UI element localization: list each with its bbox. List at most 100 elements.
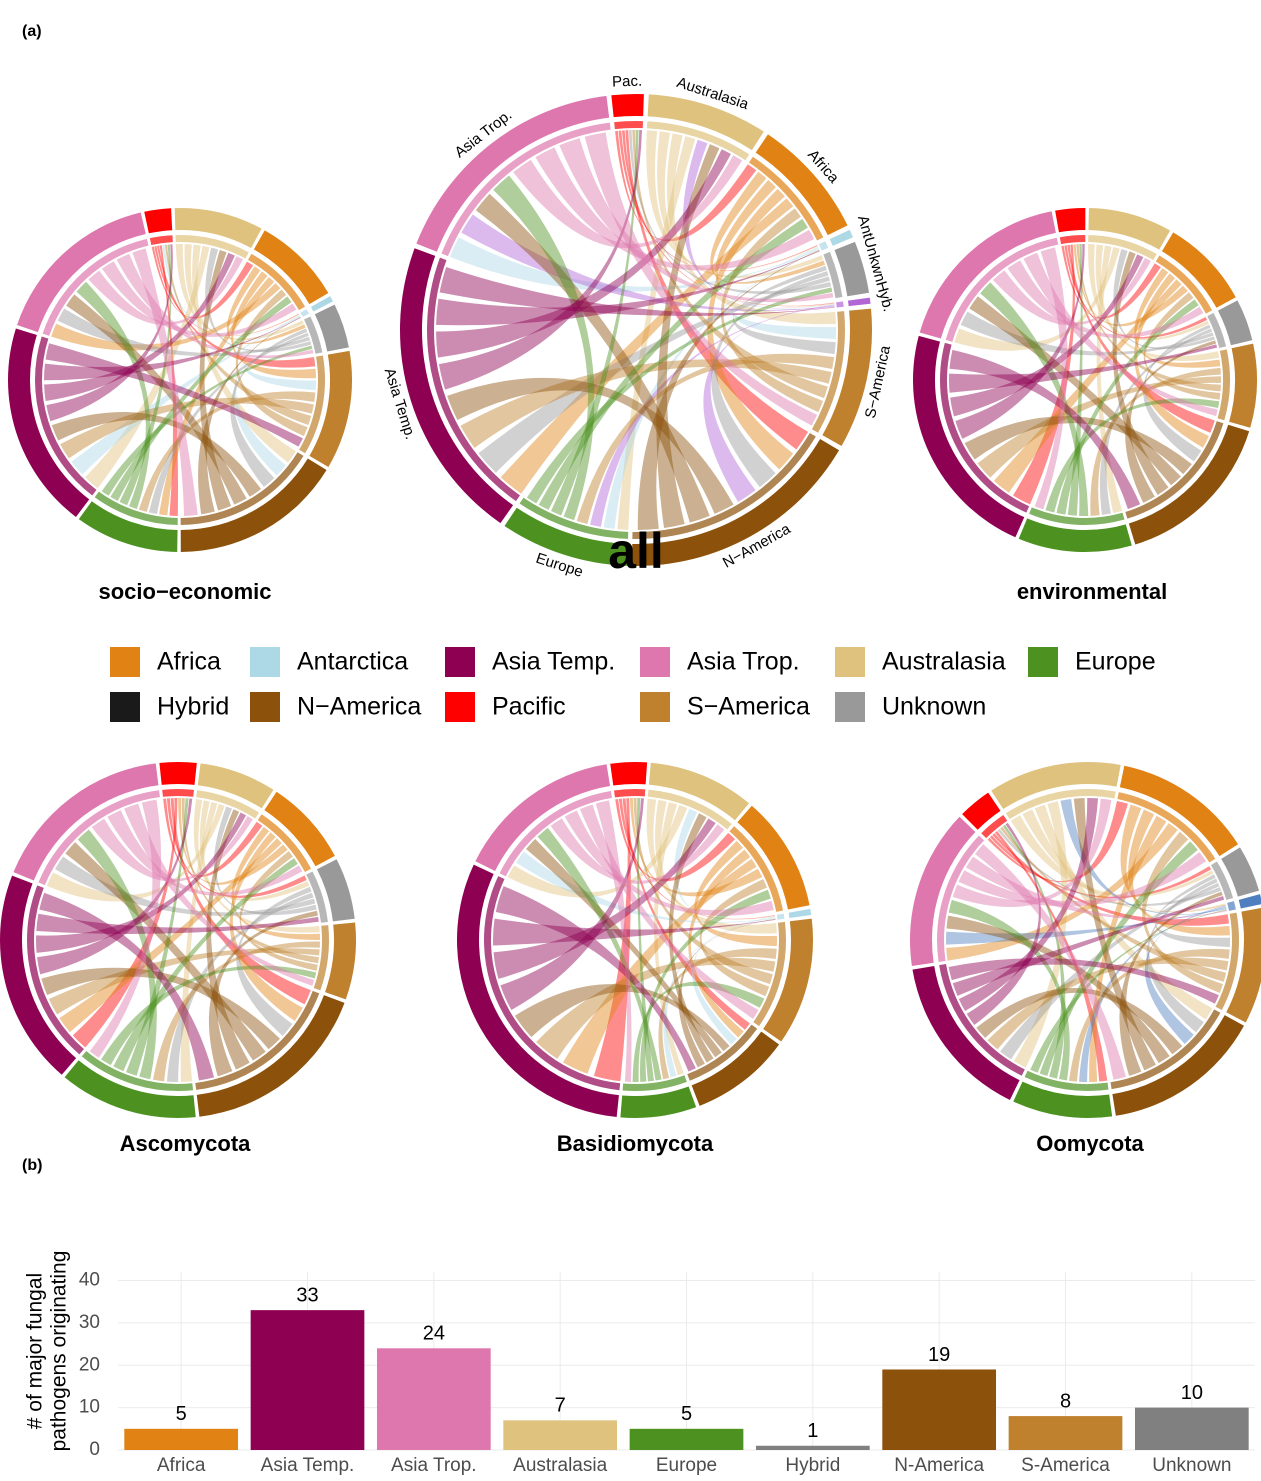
sector-inner — [1227, 901, 1236, 911]
chord — [44, 317, 301, 381]
chord — [949, 344, 1218, 393]
legend-label: Europe — [1075, 648, 1156, 676]
chord — [653, 802, 684, 1076]
chord — [966, 822, 1041, 1026]
chord — [495, 886, 696, 1072]
sector-inner — [1024, 1070, 1109, 1091]
sector-inner — [632, 432, 816, 539]
value-label: 5 — [681, 1403, 692, 1425]
sector-inner — [299, 355, 325, 454]
x-tick-label: Europe — [656, 1455, 717, 1476]
chord — [113, 858, 298, 1072]
sector — [64, 1060, 196, 1118]
value-label: 5 — [176, 1403, 187, 1425]
chord — [507, 805, 688, 898]
sector — [13, 763, 159, 881]
chord — [1060, 799, 1227, 915]
sector-inner — [175, 235, 249, 259]
chord — [88, 256, 243, 326]
chord — [76, 281, 151, 509]
chord — [35, 812, 247, 953]
chart-title: Ascomycota — [120, 1131, 252, 1156]
chord — [59, 838, 282, 1033]
x-tick-label: Unknown — [1152, 1455, 1231, 1476]
sector — [620, 1086, 697, 1119]
chord — [101, 965, 317, 1066]
sector — [399, 248, 514, 524]
chord — [536, 957, 776, 1059]
sector — [1055, 208, 1086, 233]
sector — [991, 761, 1121, 810]
sector-inner — [81, 1050, 194, 1091]
chord — [559, 138, 834, 303]
sector — [788, 908, 812, 919]
chord — [657, 131, 824, 278]
chord — [48, 948, 320, 1015]
sector-inner — [647, 789, 732, 830]
x-tick-label: Asia Temp. — [261, 1455, 355, 1476]
value-label: 7 — [555, 1395, 566, 1417]
sector — [475, 764, 611, 872]
sector — [1128, 424, 1250, 545]
chart-title: socio−economic — [98, 579, 271, 604]
chord — [460, 359, 832, 448]
chord — [579, 804, 759, 1019]
y-axis-label: # of major fungal — [24, 1273, 47, 1429]
panel-label: (a) — [22, 23, 42, 40]
x-tick-label: Australasia — [513, 1455, 607, 1476]
chord — [969, 296, 1181, 486]
sector — [416, 95, 610, 252]
chord — [243, 314, 316, 391]
value-label: 8 — [1060, 1390, 1071, 1412]
value-label: 24 — [423, 1323, 445, 1345]
chord — [461, 214, 835, 311]
sector-inner — [306, 871, 328, 923]
chord — [500, 798, 644, 1010]
sector-inner — [622, 1075, 687, 1091]
legend-swatch — [835, 647, 865, 677]
legend-label: Unknown — [882, 693, 986, 721]
chord — [493, 918, 776, 946]
chord — [668, 813, 714, 1063]
sector — [196, 995, 345, 1117]
chord — [688, 849, 751, 1038]
chord — [180, 801, 218, 1082]
chord — [1073, 798, 1156, 1071]
chord — [949, 349, 1141, 510]
sector — [834, 241, 870, 297]
chord — [595, 800, 632, 1082]
x-tick-label: S-America — [1021, 1455, 1110, 1476]
sector — [610, 762, 648, 786]
chord — [976, 988, 1183, 1055]
chord — [1119, 891, 1223, 1076]
y-tick-label: 20 — [79, 1354, 100, 1375]
chord — [1012, 244, 1075, 505]
chord — [57, 308, 311, 357]
chord — [964, 416, 1192, 475]
chord — [637, 249, 820, 530]
chord — [436, 149, 731, 358]
chord — [515, 851, 776, 923]
sector-label: Pac. — [612, 73, 643, 91]
sector-inner — [748, 156, 824, 241]
sector — [264, 791, 335, 867]
value-label: 33 — [296, 1284, 318, 1306]
chord — [1023, 252, 1218, 417]
sector — [962, 792, 1001, 830]
chord — [41, 967, 280, 1050]
sector — [755, 134, 848, 236]
sector — [317, 859, 355, 922]
chord — [438, 130, 642, 390]
sector-inner — [519, 497, 629, 539]
legend-label: N−America — [297, 693, 421, 721]
chord — [101, 261, 297, 337]
sector — [0, 875, 77, 1075]
chord — [1144, 905, 1226, 1044]
chord — [132, 248, 198, 516]
chord — [159, 245, 179, 516]
chord — [593, 798, 631, 1082]
sector — [847, 297, 871, 307]
sector — [611, 94, 644, 118]
chord — [710, 171, 826, 284]
sector — [1221, 847, 1259, 897]
